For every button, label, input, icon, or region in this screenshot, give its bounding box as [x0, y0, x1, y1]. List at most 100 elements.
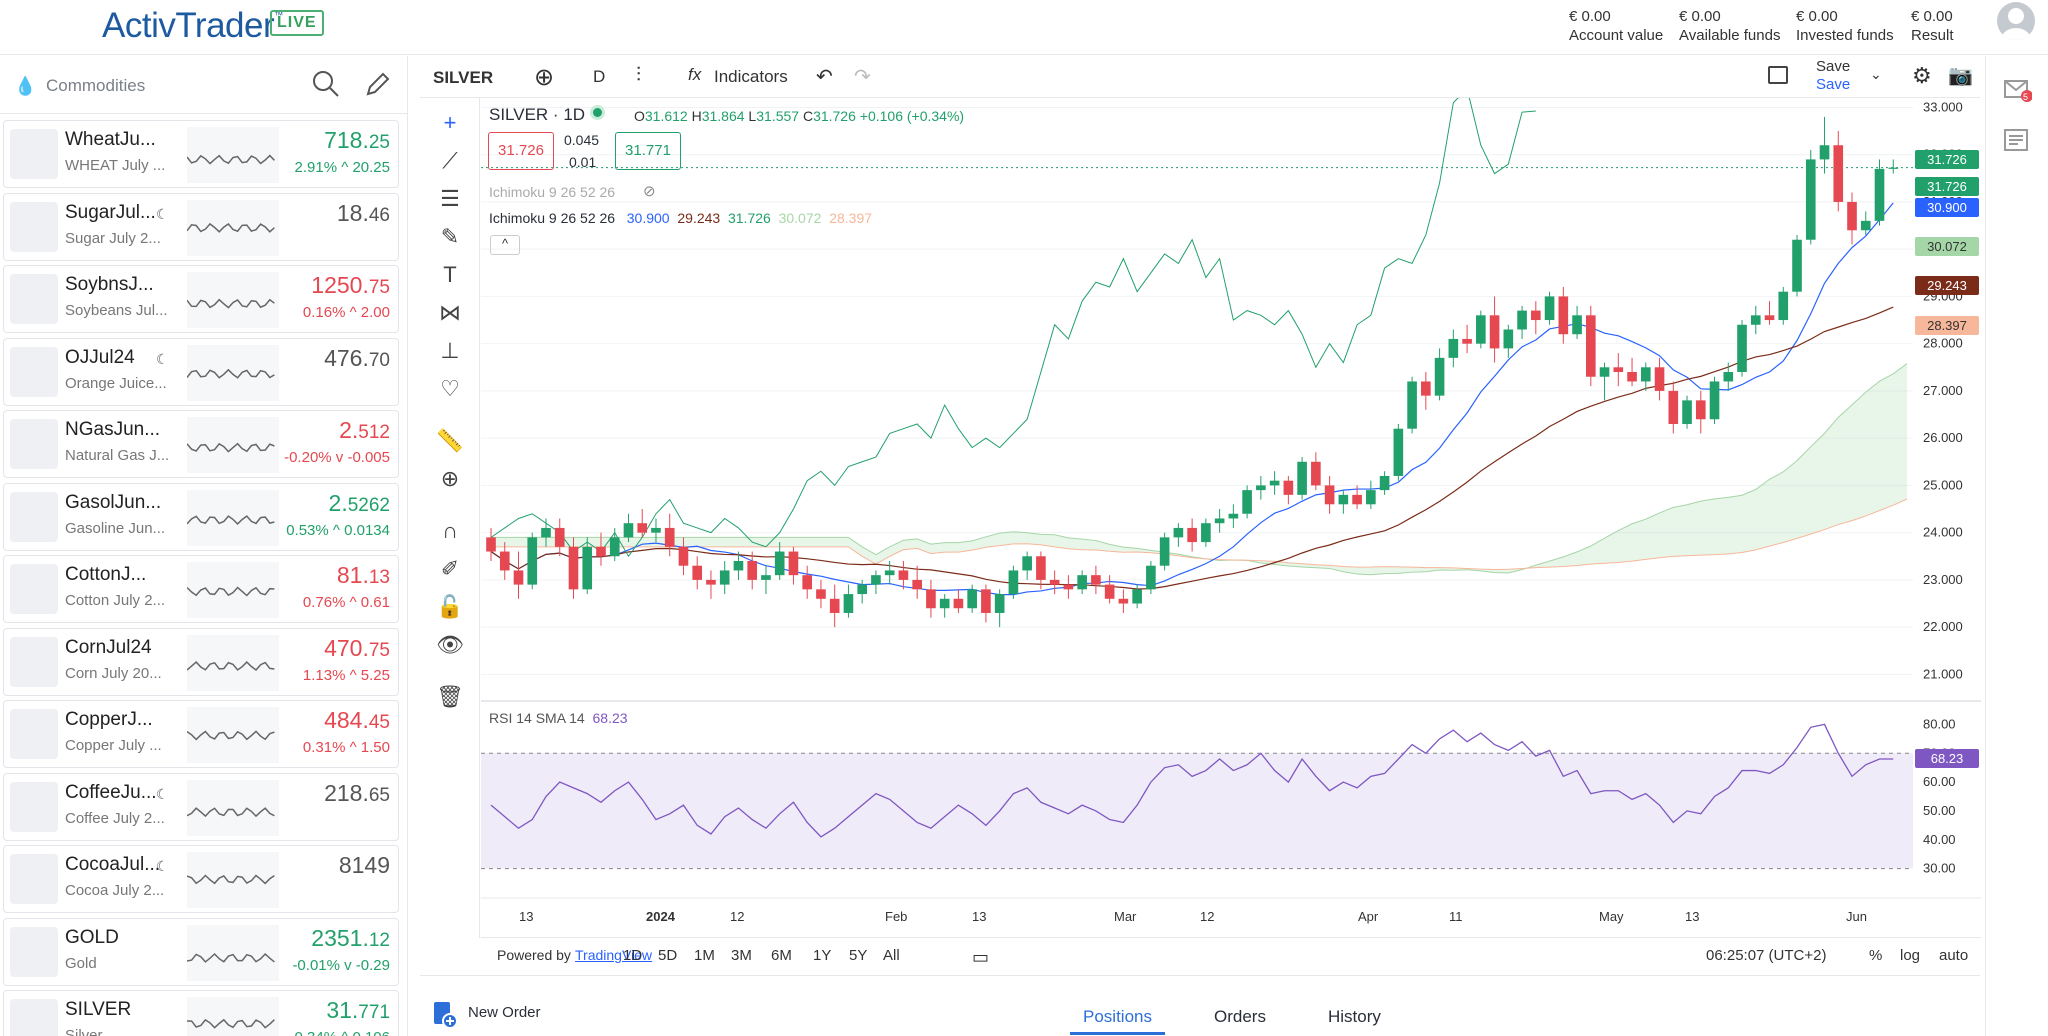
watchlist-row[interactable]: CottonJ... Cotton July 2... 81.13 0.76% ^ 0…	[3, 555, 399, 623]
instrument-price: 218.65	[324, 779, 390, 806]
eye-slash-icon[interactable]: ⊘	[643, 183, 656, 200]
date-range-icon[interactable]: ▭	[972, 947, 990, 967]
lock-icon[interactable]: 🔓	[436, 594, 464, 619]
category-label[interactable]: Commodities	[46, 76, 146, 95]
candle	[898, 570, 909, 580]
watchlist-row[interactable]: SILVER Silver 31.771 0.34% ^ 0.106	[3, 990, 399, 1036]
watchlist-row[interactable]: CopperJ... Copper July ... 484.45 0.31% ^ 1…	[3, 700, 399, 768]
brush-icon[interactable]: ✎	[440, 224, 460, 249]
new-order-icon[interactable]	[432, 1001, 458, 1029]
new-order-button[interactable]: New Order	[468, 1004, 541, 1021]
tab-positions[interactable]: Positions	[1083, 1007, 1152, 1026]
auto-toggle[interactable]: auto	[1939, 947, 1969, 964]
range-all[interactable]: All	[883, 947, 900, 964]
time-tick: 13	[1685, 909, 1699, 924]
mail-icon[interactable]	[2004, 78, 2032, 102]
ruler-icon[interactable]: 📏	[436, 428, 464, 453]
fullscreen-icon[interactable]	[1768, 66, 1788, 84]
watchlist-row[interactable]: WheatJu... WHEAT July ... 718.25 2.91% ^ 20…	[3, 120, 399, 188]
rsi-line	[490, 723, 1894, 838]
avatar-icon[interactable]	[1997, 2, 2035, 40]
save-button[interactable]: Save	[1816, 58, 1851, 75]
tradingview-link[interactable]: TradingView	[575, 947, 653, 963]
range-6m[interactable]: 6M	[771, 947, 792, 964]
instrument-change: 0.34% ^ 0.106	[295, 1029, 390, 1036]
range-5d[interactable]: 5D	[658, 947, 678, 964]
text-icon[interactable]: T	[443, 262, 457, 287]
candle	[623, 523, 634, 538]
instrument-description: Orange Juice...	[65, 374, 167, 392]
candle	[1022, 556, 1032, 571]
candle	[1833, 145, 1844, 202]
percent-toggle[interactable]: %	[1869, 947, 1883, 964]
price-tick: 25.000	[1923, 477, 1963, 492]
rsi-tick: 60.00	[1923, 774, 1956, 789]
edit-icon[interactable]	[364, 70, 392, 98]
price-tick: 23.000	[1923, 572, 1963, 587]
trendline-icon[interactable]: ⟋	[442, 148, 458, 173]
price-tag: 30.072	[1915, 236, 1979, 256]
interval-button[interactable]: D	[593, 67, 606, 86]
watchlist-row[interactable]: SoybnsJ... Soybeans Jul... 1250.75 0.16% ^ …	[3, 265, 399, 333]
brand-logo[interactable]: ActivTrader™	[102, 6, 283, 45]
pattern-icon[interactable]: ⋈	[439, 300, 461, 325]
candle	[486, 537, 496, 552]
buy-price-button[interactable]: 31.771	[615, 132, 681, 170]
tab-history[interactable]: History	[1328, 1007, 1381, 1026]
tab-orders[interactable]: Orders	[1214, 1007, 1266, 1026]
chevron-down-icon[interactable]: ⌄	[1870, 66, 1882, 82]
watchlist-row[interactable]: GOLD Gold 2351.12 -0.01% v -0.29	[3, 917, 399, 986]
range-5y[interactable]: 5Y	[849, 947, 868, 964]
watchlist-row[interactable]: OJJul24 ☾ Orange Juice... 476.70	[3, 337, 399, 406]
range-1m[interactable]: 1M	[694, 947, 715, 964]
watchlist-row[interactable]: NGasJun... Natural Gas J... 2.512 -0.20% v …	[3, 410, 399, 478]
indicators-button[interactable]: Indicators	[714, 67, 788, 86]
add-compare-icon[interactable]: ⊕	[534, 64, 555, 91]
watchlist-row[interactable]: CoffeeJu... ☾ Coffee July 2... 218.65	[3, 772, 399, 841]
gear-icon[interactable]: ⚙	[1912, 63, 1932, 88]
indicators-icon[interactable]: fx	[688, 65, 702, 84]
watchlist-row[interactable]: CornJul24 Corn July 20... 470.75 1.13% ^ 5.…	[3, 627, 399, 696]
eye-icon[interactable]: 👁	[436, 632, 464, 657]
news-icon[interactable]	[2004, 128, 2030, 152]
log-toggle[interactable]: log	[1900, 947, 1921, 964]
candle	[527, 537, 538, 585]
clock-readout[interactable]: 06:25:07 (UTC+2)	[1706, 947, 1827, 964]
price-tick: 26.000	[1923, 430, 1963, 445]
magnet-icon[interactable]: ∩	[442, 518, 458, 543]
search-icon[interactable]	[312, 70, 340, 98]
save-sub[interactable]: Save	[1816, 76, 1851, 93]
range-1y[interactable]: 1Y	[813, 947, 832, 964]
camera-icon[interactable]: 📷	[1948, 65, 1973, 87]
watchlist-row[interactable]: CocoaJul... ☾ Cocoa July 2... 8149	[3, 845, 399, 913]
heart-icon[interactable]: ♡	[440, 376, 460, 401]
trash-icon[interactable]: 🗑	[436, 684, 464, 709]
ichimoku-label: Ichimoku 9 26 52 26 30.900 29.243 31.726…	[489, 210, 873, 226]
fib-icon[interactable]: ☰	[440, 186, 460, 211]
sell-price-button[interactable]: 31.726	[488, 132, 554, 170]
watchlist-row[interactable]: GasolJun... Gasoline Jun... 2.5262 0.53% ^ …	[3, 482, 399, 551]
redo-icon[interactable]: ↷	[854, 66, 871, 88]
measure-icon[interactable]: ⊥	[440, 338, 460, 363]
watchlist-row[interactable]: SugarJul... ☾ Sugar July 2... 18.46	[3, 192, 399, 261]
price-chart[interactable]: 33.00032.00031.00030.00029.00028.00027.0…	[481, 87, 1981, 930]
candle	[1008, 570, 1019, 595]
crosshair-icon[interactable]: +	[443, 110, 457, 135]
collapse-legend-button[interactable]: ^	[490, 235, 520, 255]
zoom-icon[interactable]: ⊕	[440, 466, 460, 491]
undo-icon[interactable]: ↶	[816, 66, 833, 88]
symbol-label[interactable]: SILVER	[433, 68, 494, 87]
instrument-price: 484.45	[324, 707, 390, 733]
chart-type-icon[interactable]: ⫶	[636, 64, 641, 86]
instrument-name: CottonJ...	[65, 564, 147, 585]
chart-canvas[interactable]: 33.00032.00031.00030.00029.00028.00027.0…	[481, 87, 1981, 930]
sparkline	[187, 199, 279, 256]
candle	[802, 575, 813, 590]
time-tick: 13	[972, 909, 986, 924]
lock-drawing-icon[interactable]: ✐	[440, 556, 460, 581]
candle	[651, 527, 661, 533]
range-3m[interactable]: 3M	[731, 947, 752, 964]
price-tick: 21.000	[1923, 666, 1963, 681]
range-1d[interactable]: 1D	[623, 947, 643, 964]
price-tag: 31.726	[1915, 149, 1979, 169]
